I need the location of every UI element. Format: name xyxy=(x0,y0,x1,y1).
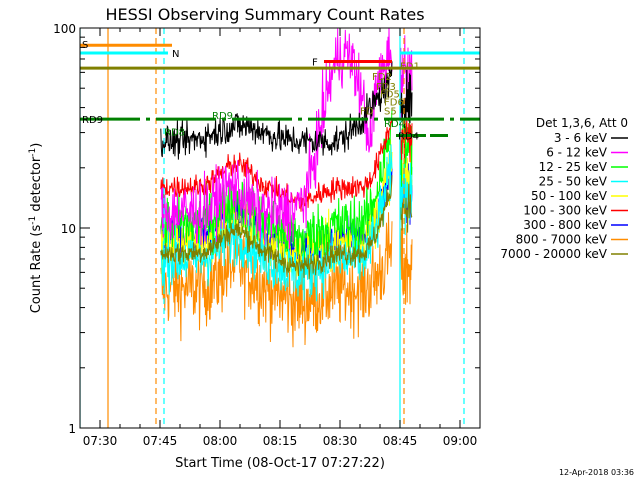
flag-label-F: F xyxy=(312,57,318,68)
y-tick-label: 1 xyxy=(68,422,76,436)
legend-label-2: 12 - 25 keV xyxy=(539,160,608,174)
y-tick-label: 100 xyxy=(53,22,76,36)
legend-label-8: 7000 - 20000 keV xyxy=(500,247,607,261)
annotation-5: FD xyxy=(360,106,374,117)
x-tick-label: 07:30 xyxy=(83,434,118,448)
x-axis-label: Start Time (08-Oct-17 07:27:22) xyxy=(175,456,385,471)
annotation-3: FD5 xyxy=(380,89,400,100)
series-line xyxy=(160,61,393,160)
series-line-post xyxy=(399,117,413,163)
legend-label-4: 50 - 100 keV xyxy=(531,189,608,203)
x-tick-label: 08:00 xyxy=(203,434,238,448)
legend-label-7: 800 - 7000 keV xyxy=(516,233,608,247)
legend-label-0: 3 - 6 keV xyxy=(554,131,608,145)
series-800-7000-keV xyxy=(160,209,413,348)
flag-label-RD4: RD4 xyxy=(398,132,419,143)
annotation-7: RD9 xyxy=(212,111,233,122)
series-line-post xyxy=(399,183,413,233)
x-tick-label: 08:45 xyxy=(383,434,418,448)
flag-label-N: N xyxy=(172,49,179,60)
annotation-2: FD3 xyxy=(376,82,396,93)
series-7000-20000-keV xyxy=(160,175,413,280)
x-tick-label: 08:30 xyxy=(323,434,358,448)
series-line xyxy=(160,28,393,250)
annotation-8: RD8 xyxy=(164,128,185,139)
series-line xyxy=(160,120,393,212)
legend-label-5: 100 - 300 keV xyxy=(523,204,607,218)
y-tick-label: 10 xyxy=(61,222,76,236)
series-100-300-keV xyxy=(160,117,413,212)
y-axis-label: Count Rate (s-1 detector-1) xyxy=(28,143,44,314)
flag-label-S: S xyxy=(82,40,88,51)
annotation-0: FD1 xyxy=(400,62,420,73)
annotation-1: FD2 xyxy=(372,72,392,83)
x-tick-label: 09:00 xyxy=(443,434,478,448)
legend-label-1: 6 - 12 keV xyxy=(546,146,608,160)
legend-header: Det 1,3,6, Att 0 xyxy=(536,116,628,130)
x-tick-label: 08:15 xyxy=(263,434,298,448)
legend-label-6: 300 - 800 keV xyxy=(523,218,607,232)
legend-label-3: 25 - 50 keV xyxy=(539,175,608,189)
series-line xyxy=(160,175,393,280)
flag-label-FD1: FD1 xyxy=(484,64,504,75)
timestamp: 12-Apr-2018 03:36 xyxy=(558,468,634,477)
annotation-4: FD6 xyxy=(384,97,404,108)
series-line-post xyxy=(399,158,413,236)
annotation-6: S5 xyxy=(384,106,397,117)
chart-title: HESSI Observing Summary Count Rates xyxy=(105,5,424,24)
series-line-post xyxy=(399,209,413,305)
x-tick-label: 07:45 xyxy=(143,434,178,448)
series-line xyxy=(160,212,393,348)
annotation-9: RD4 xyxy=(384,119,405,130)
flag-label-RD9: RD9 xyxy=(82,115,103,126)
